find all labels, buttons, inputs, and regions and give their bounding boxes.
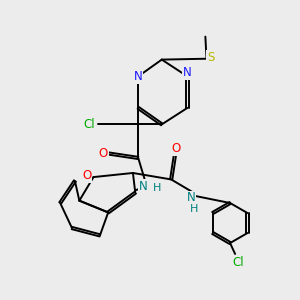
Text: O: O [99,147,108,160]
Text: O: O [172,142,181,155]
Text: N: N [134,70,142,83]
Text: N: N [187,191,196,205]
Text: S: S [207,51,214,64]
Text: O: O [82,169,91,182]
Text: N: N [183,66,192,80]
Text: H: H [189,204,198,214]
Text: H: H [153,183,161,193]
Text: N: N [139,180,148,193]
Text: Cl: Cl [232,256,244,269]
Text: Cl: Cl [83,118,94,131]
